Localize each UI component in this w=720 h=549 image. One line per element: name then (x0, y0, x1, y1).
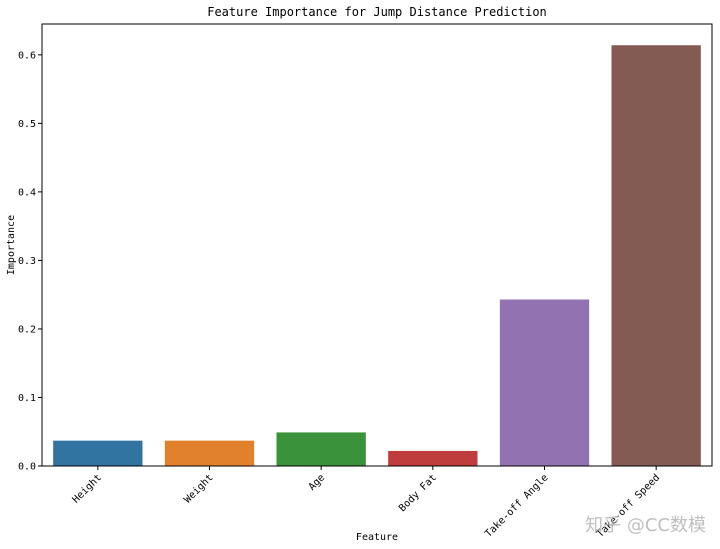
y-tick-label: 0.6 (18, 50, 36, 61)
bar-take-off-angle (499, 299, 590, 466)
x-axis-label: Feature (356, 532, 398, 543)
bar-weight (164, 440, 255, 466)
plot-frame (41, 23, 713, 467)
y-axis: 0.0 0.1 0.2 0.3 0.4 0.5 0.6 (18, 50, 42, 473)
y-tick-label: 0.2 (18, 324, 36, 335)
y-tick-label: 0.5 (18, 119, 36, 130)
x-tick-label: Weight (182, 472, 215, 505)
x-tick-label: Age (307, 472, 328, 493)
bars-group (53, 45, 701, 467)
y-tick-label: 0.4 (18, 187, 36, 198)
watermark-text: 知乎 @CC数模 (585, 515, 706, 536)
y-axis-label: Importance (6, 215, 17, 275)
x-axis: Height Weight Age Body Fat Take-off Angle Tak… (71, 466, 662, 540)
y-tick-label: 0.3 (18, 256, 36, 267)
bar-age (276, 432, 366, 466)
x-tick-label: Height (71, 472, 104, 505)
x-tick-label: Take-off Angle (483, 472, 550, 539)
bar-take-off-speed (611, 45, 701, 467)
chart-title: Feature Importance for Jump Distance Pre… (207, 5, 547, 19)
x-tick-label: Body Fat (397, 472, 439, 514)
bar-body-fat (388, 450, 478, 466)
y-tick-label: 0.0 (18, 462, 36, 473)
bar-height (53, 440, 143, 466)
y-tick-label: 0.1 (18, 393, 36, 404)
